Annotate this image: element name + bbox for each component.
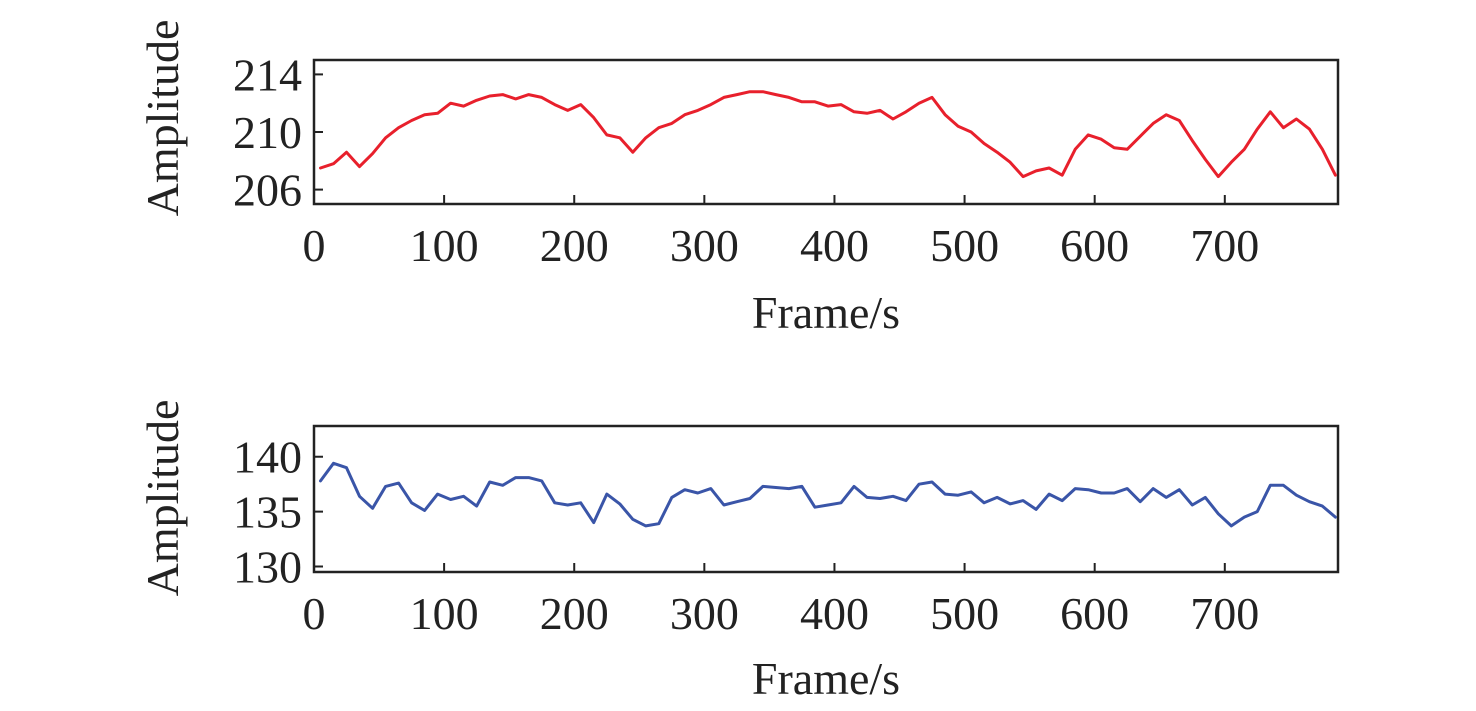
top-chart-series-line-0 [319, 90, 1337, 179]
bottom-chart-x-tick-label: 700 [1190, 588, 1259, 639]
bottom-chart-x-tick-label: 0 [303, 588, 326, 639]
bottom-chart-x-tick-label: 300 [670, 588, 739, 639]
top-chart-x-tick-label: 600 [1060, 220, 1129, 271]
bottom-chart-y-tick-label: 130 [233, 542, 302, 593]
top-chart-y-axis-label: Amplitude [137, 20, 188, 217]
bottom-chart-x-tick-label: 500 [930, 588, 999, 639]
bottom-chart-plot-frame [312, 424, 1340, 574]
bottom-chart-x-tick-label: 200 [540, 588, 609, 639]
top-chart-x-tick-label: 500 [930, 220, 999, 271]
top-chart-x-tick-label: 300 [670, 220, 739, 271]
bottom-chart-panel: Amplitude Frame/s 0 100 200 300 400 500 600 700… [137, 400, 1340, 704]
top-chart-panel: Amplitude Frame/s 0 100 200 300 400 500 600 700… [137, 20, 1340, 338]
bottom-chart-x-tick-label: 400 [800, 588, 869, 639]
bottom-chart-y-axis-label: Amplitude [137, 400, 188, 597]
top-chart-x-tick-label: 200 [540, 220, 609, 271]
top-chart-x-tick-label: 400 [800, 220, 869, 271]
bottom-chart-x-axis-label: Frame/s [752, 653, 900, 704]
top-chart-y-tick-label: 214 [233, 49, 302, 100]
top-chart-x-tick-label: 100 [410, 220, 479, 271]
bottom-chart-y-tick-label: 135 [233, 487, 302, 538]
top-chart-plot-frame [312, 58, 1340, 206]
bottom-chart-y-tick-label: 140 [233, 432, 302, 483]
bottom-chart-x-tick-label: 100 [410, 588, 479, 639]
top-chart-x-tick-label: 0 [303, 220, 326, 271]
top-chart-x-axis-label: Frame/s [752, 287, 900, 338]
top-chart-x-tick-label: 700 [1190, 220, 1259, 271]
bottom-chart-x-tick-label: 600 [1060, 588, 1129, 639]
top-chart-y-tick-label: 206 [233, 165, 302, 216]
top-chart-y-tick-label: 210 [233, 107, 302, 158]
bottom-chart-series-line-0 [319, 461, 1337, 528]
